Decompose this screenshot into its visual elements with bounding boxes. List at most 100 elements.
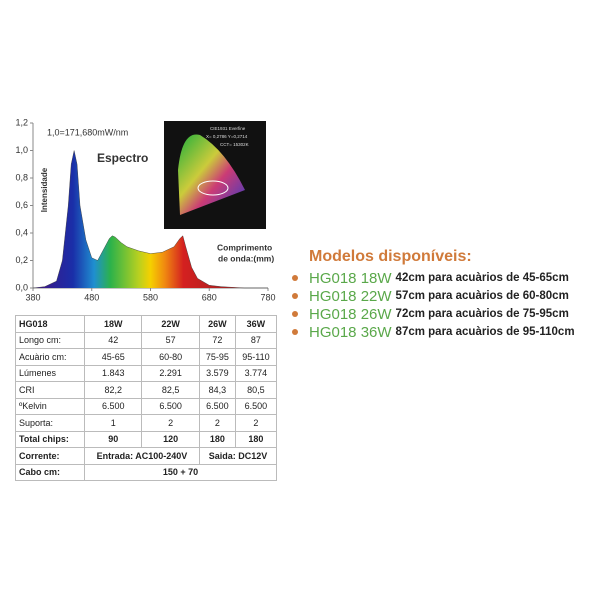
y-tick-label: 0,4 xyxy=(15,227,28,237)
header-cell: 18W xyxy=(83,315,143,333)
table-cell: CRI xyxy=(15,381,85,399)
table-cell: 180 xyxy=(234,430,278,448)
header-cell: 36W xyxy=(234,315,278,333)
table-cell: 84,3 xyxy=(198,381,236,399)
table-cell: 87 xyxy=(234,331,278,349)
table-cell: 120 xyxy=(141,430,200,448)
inset-text: CIE1931 Everfine xyxy=(210,126,246,131)
model-name: HG018 22W xyxy=(309,287,392,305)
cie-inset: CIE1931 Everfine X= 0,2786 Y=0,2714 CCT=… xyxy=(164,121,266,229)
model-desc: 42cm para acuàrios de 45-65cm xyxy=(395,272,569,284)
table-row: Longo cm: 42 57 72 87 xyxy=(15,331,278,349)
table-cell: 6.500 xyxy=(234,397,278,415)
model-item: HG018 22W 57cm para acuàrios de 60-80cm xyxy=(292,287,575,305)
table-cell: 45-65 xyxy=(83,348,143,366)
y-tick-label: 1,0 xyxy=(15,145,28,155)
table-row: Corrente: Entrada: AC100-240V Saida: DC12V xyxy=(15,447,278,465)
model-item: HG018 36W 87cm para acuàrios de 95-110cm xyxy=(292,323,575,341)
spectrum-line xyxy=(32,150,268,289)
table-cell: 57 xyxy=(141,331,200,349)
bullet xyxy=(292,293,298,299)
model-desc: 87cm para acuàrios de 95-110cm xyxy=(395,326,575,338)
x-tick-label: 380 xyxy=(25,292,40,302)
cie-gamut xyxy=(178,134,245,215)
table-cell: 60-80 xyxy=(141,348,200,366)
inset-text: CCT= 15302K xyxy=(220,142,249,147)
x-axis-label: de onda:(mm) xyxy=(218,253,274,263)
header-row: HG018 18W 22W 26W 36W xyxy=(15,315,278,333)
x-axis-label: Comprimento xyxy=(217,242,272,252)
model-name: HG018 36W xyxy=(309,323,392,341)
table-cell: 2 xyxy=(234,414,278,432)
table-row: Suporta: 1 2 2 2 xyxy=(15,414,278,432)
x-tick-label: 680 xyxy=(202,292,217,302)
y-tick-label: 0,6 xyxy=(15,200,28,210)
table-cell: 6.500 xyxy=(83,397,143,415)
model-item: HG018 26W 72cm para acuàrios de 75-95cm xyxy=(292,305,575,323)
x-tick-label: 780 xyxy=(260,292,275,302)
models-title: Modelos disponíveis: xyxy=(309,248,472,265)
table-cell: Saida: DC12V xyxy=(198,447,278,465)
header-cell: 26W xyxy=(198,315,236,333)
cie-ellipse xyxy=(197,180,229,196)
table-cell: Entrada: AC100-240V xyxy=(84,447,200,465)
y-tick-label: 0,8 xyxy=(15,172,28,182)
table-row: Acuàrio cm: 45-65 60-80 75-95 95-110 xyxy=(15,348,278,366)
table-cell: 90 xyxy=(83,430,143,448)
table-cell: 2 xyxy=(198,414,236,432)
x-tick-label: 580 xyxy=(143,292,158,302)
table-cell: 180 xyxy=(198,430,236,448)
table-cell: 80,5 xyxy=(234,381,278,399)
header-cell: 22W xyxy=(141,315,200,333)
table-cell: Acuàrio cm: xyxy=(15,348,85,366)
y-axis-label: Intensidade xyxy=(40,167,49,212)
bullet xyxy=(292,311,298,317)
table-cell: 6.500 xyxy=(141,397,200,415)
bullet xyxy=(292,275,298,281)
y-tick-label: 0,2 xyxy=(15,255,28,265)
table-cell: Longo cm: xyxy=(15,331,85,349)
scale-note: 1,0=171,680mW/nm xyxy=(47,127,128,137)
table-cell: 2.291 xyxy=(141,364,200,382)
table-row: Cabo cm: 150 + 70 xyxy=(15,463,277,481)
model-item: HG018 18W 42cm para acuàrios de 45-65cm xyxy=(292,269,575,287)
table-cell: 1.843 xyxy=(83,364,143,382)
models-list: Modelos disponíveis: HG018 18W 42cm para … xyxy=(292,248,575,341)
model-name: HG018 18W xyxy=(309,269,392,287)
spectrum-chart: 0,0 0,2 0,4 0,6 0,8 1,0 1,2 380 480 580 680 780 1,0… xyxy=(15,117,275,302)
table-cell: 82,2 xyxy=(83,381,143,399)
x-tick-label: 480 xyxy=(84,292,99,302)
table-cell: Suporta: xyxy=(15,414,85,432)
table-cell: Corrente: xyxy=(15,447,85,465)
bullet xyxy=(292,329,298,335)
model-desc: 57cm para acuàrios de 60-80cm xyxy=(395,290,569,302)
table-cell: Cabo cm: xyxy=(15,463,85,481)
table-row: Total chips: 90 120 180 180 xyxy=(15,430,278,448)
table-cell: 42 xyxy=(83,331,143,349)
table-cell: 75-95 xyxy=(198,348,236,366)
y-tick-label: 1,2 xyxy=(15,117,28,127)
table-row: ºKelvin 6.500 6.500 6.500 6.500 xyxy=(15,397,278,415)
spec-table: HG018 18W 22W 26W 36W Longo cm: 42 57 72 87 Acuàri… xyxy=(15,315,278,481)
table-cell: 95-110 xyxy=(234,348,278,366)
table-cell: 1 xyxy=(83,414,143,432)
model-name: HG018 26W xyxy=(309,305,392,323)
table-cell: Total chips: xyxy=(15,430,85,448)
table-row: Lúmenes 1.843 2.291 3.579 3.774 xyxy=(15,364,278,382)
table-row: CRI 82,2 82,5 84,3 80,5 xyxy=(15,381,278,399)
inset-text: X= 0,2786 Y=0,2714 xyxy=(206,134,248,139)
table-cell: 2 xyxy=(141,414,200,432)
chart-title: Espectro xyxy=(97,151,148,165)
table-cell: 150 + 70 xyxy=(84,463,277,481)
table-cell: ºKelvin xyxy=(15,397,85,415)
table-cell: 82,5 xyxy=(141,381,200,399)
table-cell: Lúmenes xyxy=(15,364,85,382)
table-cell: 6.500 xyxy=(198,397,236,415)
model-desc: 72cm para acuàrios de 75-95cm xyxy=(395,308,569,320)
header-cell: HG018 xyxy=(15,315,85,333)
spectrum-area xyxy=(33,150,268,288)
table-cell: 72 xyxy=(198,331,236,349)
plot-area: 0,0 0,2 0,4 0,6 0,8 1,0 1,2 380 480 580 680 780 xyxy=(15,117,275,302)
y-tick-label: 0,0 xyxy=(15,282,28,292)
